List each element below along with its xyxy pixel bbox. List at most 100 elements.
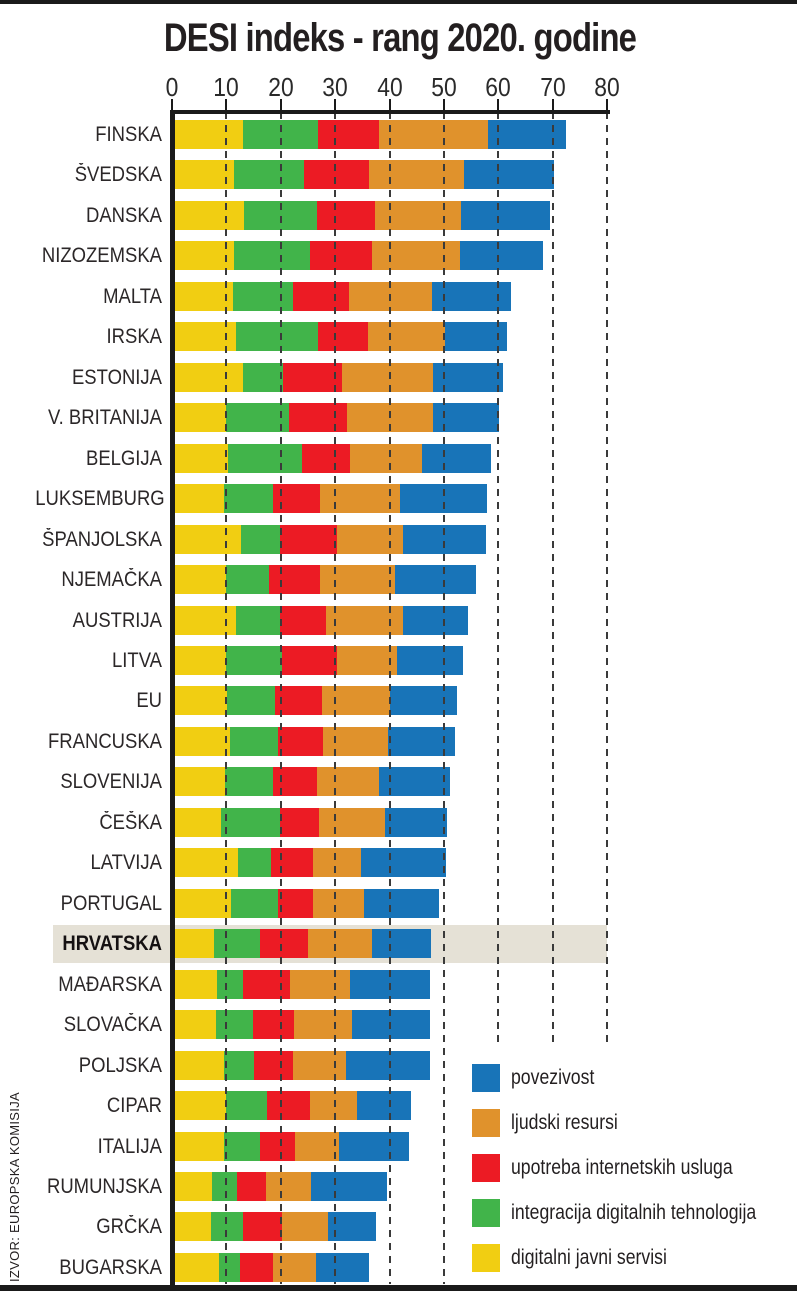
bar-segment <box>225 565 269 595</box>
bar-segment <box>172 160 235 190</box>
country-label-28: GRČKA <box>96 1215 162 1239</box>
bar-segment <box>224 1050 255 1080</box>
bar-segment <box>278 726 324 756</box>
bar-segment <box>422 443 491 473</box>
country-label-14: LITVA <box>112 648 162 672</box>
bar-segment <box>304 160 369 190</box>
country-label-23: SLOVAČKA <box>63 1013 162 1037</box>
x-tick-mark <box>497 99 500 110</box>
legend-swatch <box>472 1154 500 1182</box>
bar-segment <box>288 403 348 433</box>
bar-segment <box>172 403 226 433</box>
bar-segment <box>280 524 337 554</box>
bar-segment <box>302 443 350 473</box>
bar-segment <box>253 1010 294 1040</box>
x-tick-label: 80 <box>594 72 620 102</box>
bar-segment <box>216 1010 254 1040</box>
bar-segment <box>459 241 543 271</box>
bar-segment <box>445 322 508 352</box>
bar-segment <box>292 1050 347 1080</box>
stacked-bar-15 <box>172 686 458 716</box>
bar-segment <box>234 241 310 271</box>
country-label-27: RUMUNJSKA <box>46 1174 163 1198</box>
gridline-70 <box>551 112 554 1048</box>
bar-segment <box>243 1212 282 1242</box>
gridline-80 <box>606 112 609 1048</box>
stacked-bar-17 <box>172 767 450 797</box>
stacked-bar-1 <box>172 120 567 149</box>
bar-segment <box>172 929 214 959</box>
bar-segment <box>172 969 218 999</box>
bar-segment <box>349 443 423 473</box>
bar-segment <box>364 888 440 918</box>
bar-segment <box>225 1091 268 1121</box>
bar-segment <box>172 524 242 554</box>
bar-segment <box>236 605 281 635</box>
legend-swatch <box>472 1199 500 1227</box>
bar-segment <box>342 362 434 392</box>
bar-segment <box>172 120 244 149</box>
legend-label: ljudski resursi <box>511 1111 618 1134</box>
x-tick-mark <box>334 99 337 110</box>
stacked-bar-27 <box>172 1171 387 1201</box>
legend-label: digitalni javni servisi <box>511 1246 667 1269</box>
stacked-bar-10 <box>172 484 487 514</box>
bar-segment <box>338 1131 410 1161</box>
bar-segment <box>309 241 373 271</box>
stacked-bar-11 <box>172 524 486 554</box>
bar-segment <box>323 726 388 756</box>
bar-segment <box>230 726 279 756</box>
country-label-5: MALTA <box>103 284 162 308</box>
chart-title: DESI indeks - rang 2020. godine <box>163 16 637 60</box>
bar-segment <box>217 969 244 999</box>
stacked-bar-14 <box>172 645 463 675</box>
country-label-16: FRANCUSKA <box>48 729 162 753</box>
bar-segment <box>316 1252 369 1282</box>
country-label-20: PORTUGAL <box>60 891 162 915</box>
country-label-7: ESTONIJA <box>71 365 162 389</box>
stacked-bar-6 <box>172 322 508 352</box>
bar-segment <box>322 686 391 716</box>
country-label-3: DANSKA <box>86 203 162 227</box>
bar-segment <box>260 929 308 959</box>
bar-segment <box>172 686 227 716</box>
bar-segment <box>360 848 447 878</box>
bar-segment <box>372 241 460 271</box>
stacked-bar-21 <box>172 929 431 959</box>
bar-segment <box>241 524 281 554</box>
bar-segment <box>282 362 343 392</box>
stacked-bar-24 <box>172 1050 431 1080</box>
stacked-bar-9 <box>172 443 491 473</box>
stacked-bar-20 <box>172 888 440 918</box>
bar-segment <box>267 1091 311 1121</box>
country-label-21: HRVATSKA <box>62 932 162 956</box>
bar-segment <box>172 565 226 595</box>
gridline-40 <box>388 112 391 1284</box>
bar-segment <box>172 241 235 271</box>
gridline-30 <box>334 112 337 1284</box>
bar-segment <box>234 160 305 190</box>
bar-segment <box>218 1252 240 1282</box>
stacked-bar-7 <box>172 362 503 392</box>
bar-segment <box>290 969 350 999</box>
bar-segment <box>336 524 404 554</box>
bottom-border-rule <box>0 1285 797 1291</box>
bar-segment <box>236 1171 267 1201</box>
bar-segment <box>225 645 282 675</box>
bar-segment <box>236 322 318 352</box>
bar-segment <box>316 200 375 230</box>
x-tick-label: 0 <box>165 72 179 102</box>
bar-segment <box>293 1010 353 1040</box>
x-tick-mark <box>551 99 554 110</box>
country-label-22: MAĐARSKA <box>58 972 162 996</box>
stacked-bar-29 <box>172 1252 369 1282</box>
stacked-bar-2 <box>172 160 555 190</box>
country-label-15: EU <box>136 689 162 713</box>
x-tick-mark <box>171 99 173 110</box>
bar-segment <box>317 322 368 352</box>
bar-segment <box>312 888 364 918</box>
bar-segment <box>317 120 380 149</box>
bar-segment <box>463 160 555 190</box>
bar-segment <box>260 1131 295 1161</box>
country-label-17: SLOVENIJA <box>60 770 162 794</box>
